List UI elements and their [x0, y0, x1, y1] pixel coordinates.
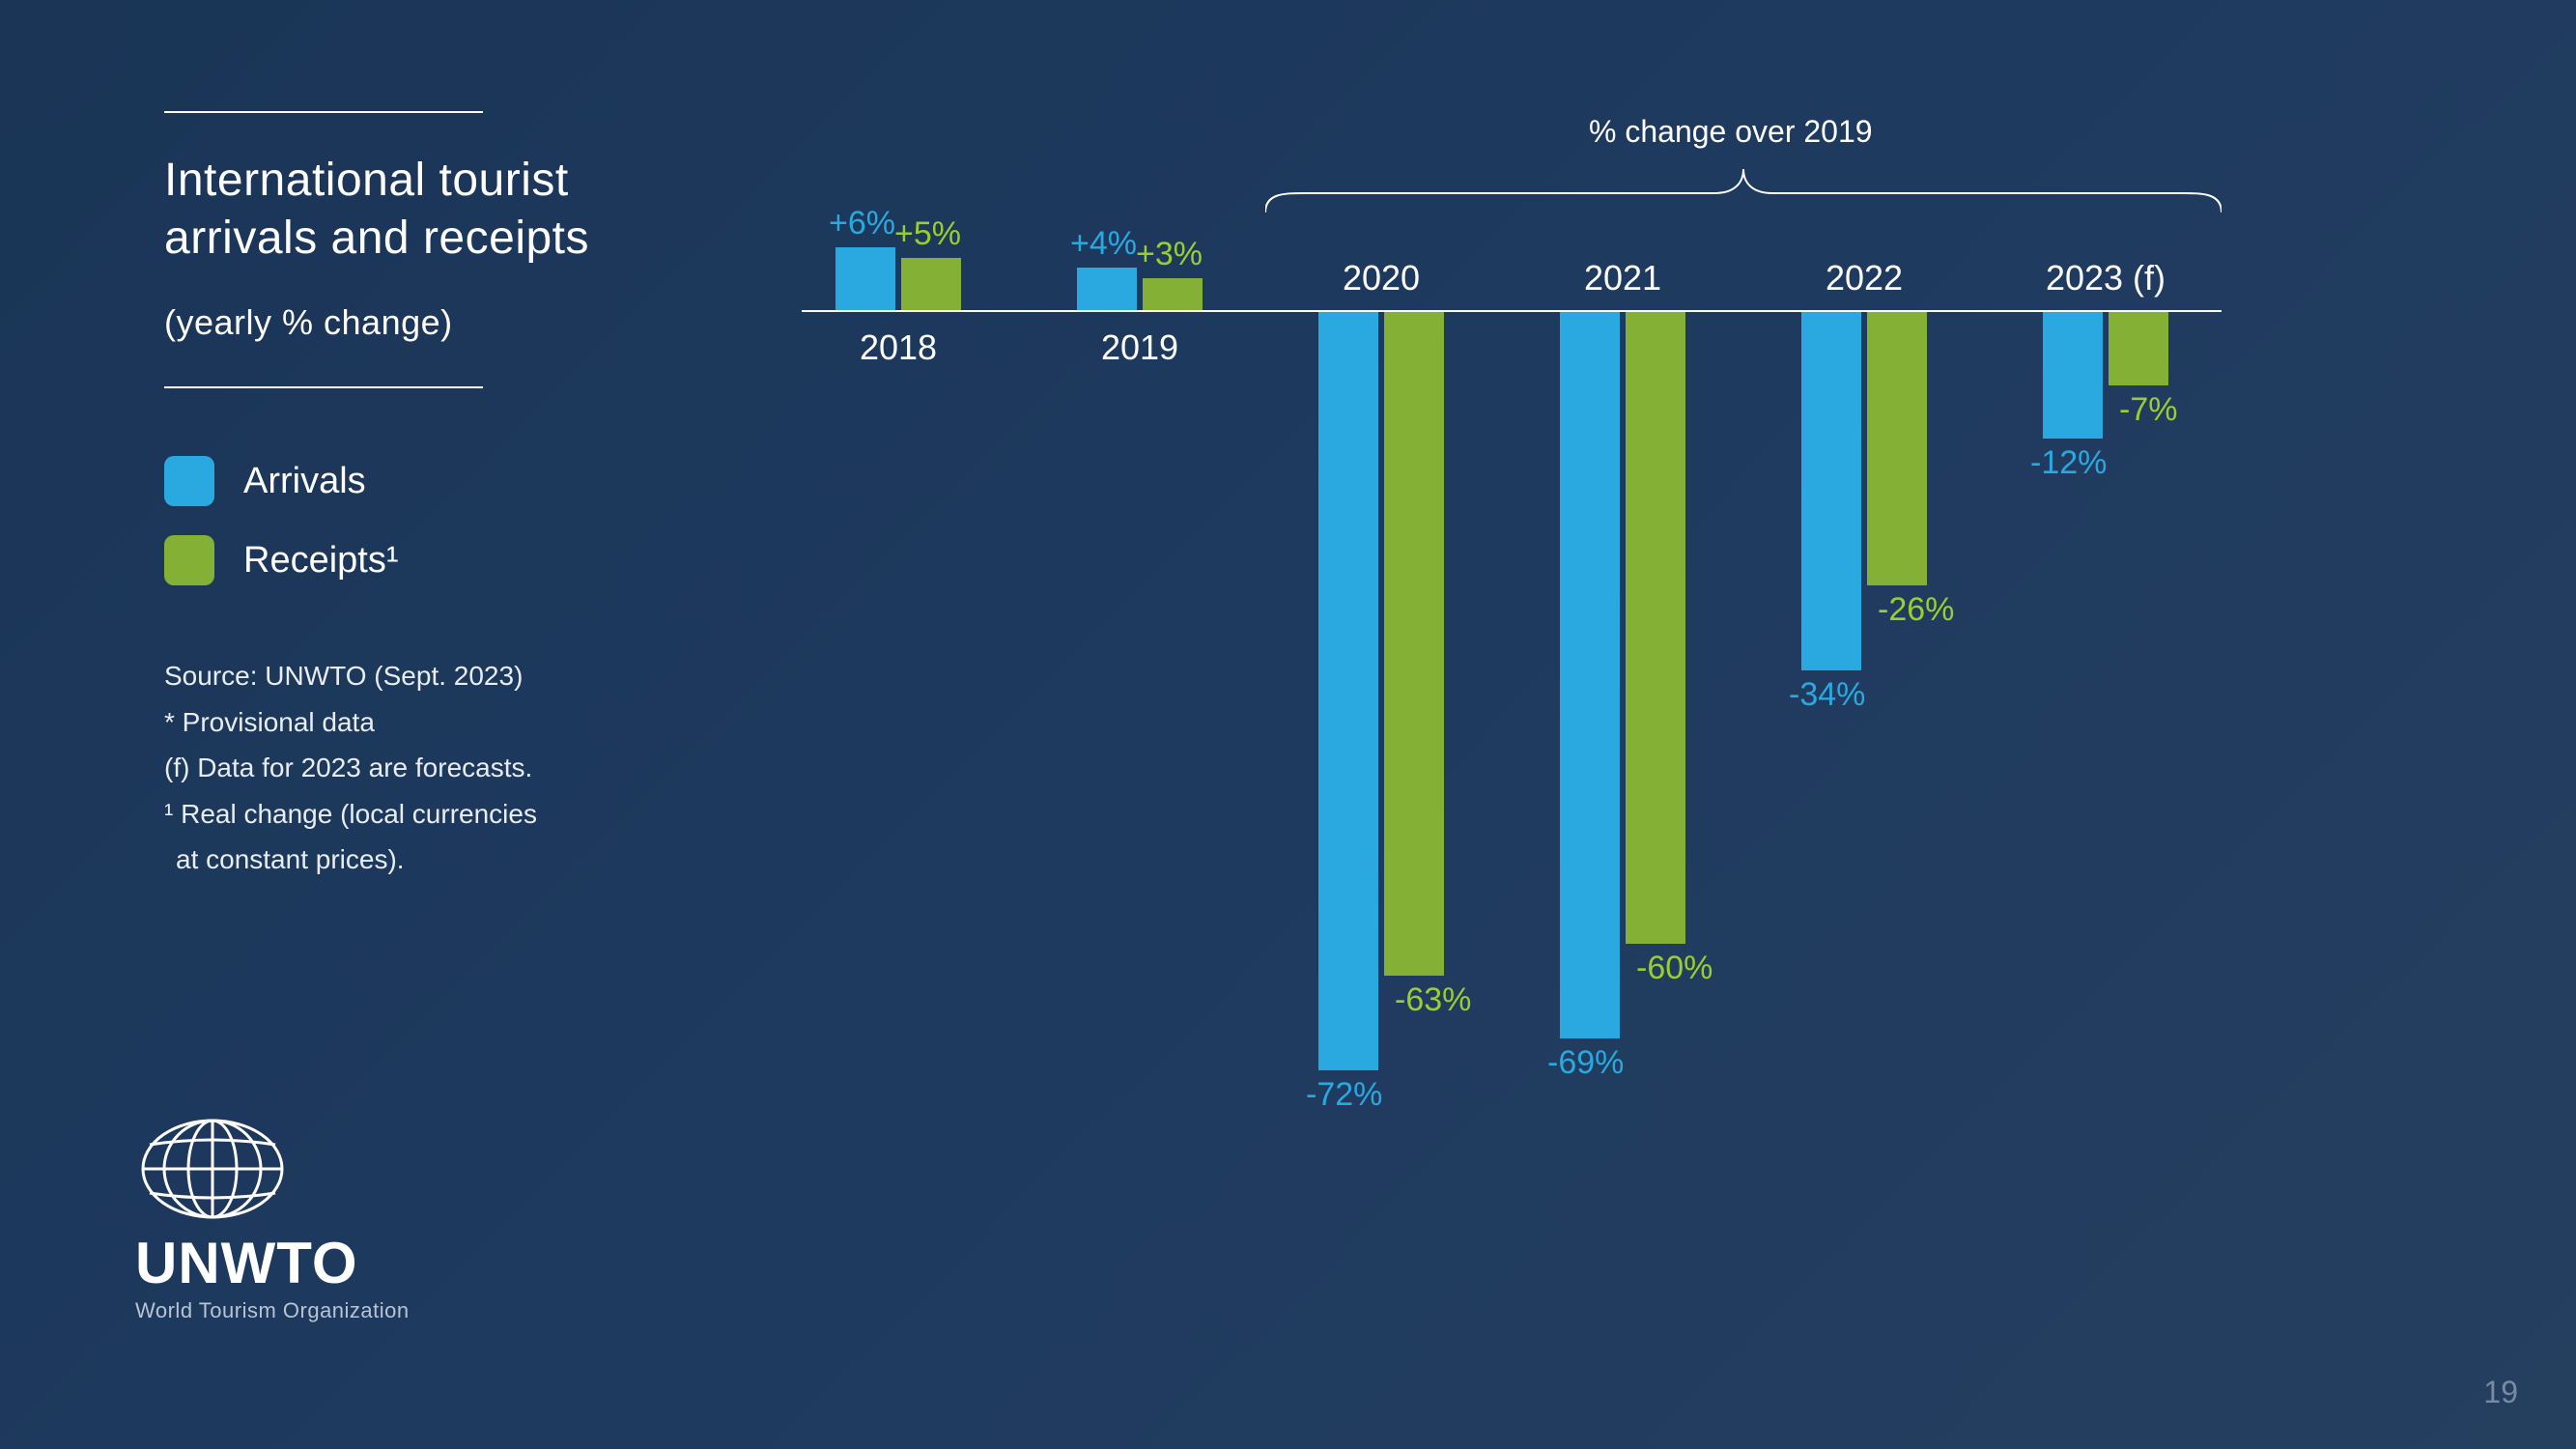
brace-icon — [1265, 164, 2222, 222]
bar-group: -72% -63% 2020 — [1285, 97, 1478, 1256]
source-block: Source: UNWTO (Sept. 2023) * Provisional… — [164, 653, 666, 883]
bar-label-receipts: +5% — [894, 215, 961, 253]
chart-subtitle: (yearly % change) — [164, 302, 666, 343]
title-rule-bottom — [164, 386, 483, 388]
bar-receipts — [1384, 312, 1444, 976]
bar-arrivals — [1801, 312, 1861, 670]
bar-group: -12% -7% 2023 (f) — [2009, 97, 2202, 1256]
bar-receipts — [2109, 312, 2168, 385]
legend-swatch-arrivals — [164, 456, 214, 506]
bar-label-receipts: -26% — [1878, 591, 1954, 629]
chart-title: International tourist arrivals and recei… — [164, 152, 666, 268]
year-label: 2023 (f) — [2009, 258, 2202, 298]
bar-label-arrivals: -69% — [1547, 1044, 1624, 1082]
year-label: 2020 — [1285, 258, 1478, 298]
bar-arrivals — [2043, 312, 2103, 439]
page-number: 19 — [2483, 1375, 2518, 1410]
legend-item-receipts: Receipts¹ — [164, 535, 666, 585]
bar-group: +6%+5% 2018 — [802, 97, 995, 1256]
year-label: 2022 — [1768, 258, 1961, 298]
bar-label-arrivals: +4% — [1070, 225, 1137, 263]
source-line-4: ¹ Real change (local currencies — [164, 791, 666, 838]
bar-label-arrivals: -12% — [2030, 444, 2107, 482]
year-label: 2021 — [1526, 258, 1719, 298]
bar-group: +4%+3% 2019 — [1043, 97, 1236, 1256]
legend-label-receipts: Receipts¹ — [243, 540, 399, 582]
bar-label-receipts: -60% — [1636, 950, 1713, 987]
bar-group: -34% -26% 2022 — [1768, 97, 1961, 1256]
legend-item-arrivals: Arrivals — [164, 456, 666, 506]
legend-label-arrivals: Arrivals — [243, 461, 366, 502]
unwto-logo: UNWTO World Tourism Organization — [135, 1116, 410, 1323]
bar-label-arrivals: -34% — [1789, 676, 1865, 714]
legend-swatch-receipts — [164, 535, 214, 585]
bar-arrivals — [1560, 312, 1620, 1038]
bar-label-receipts: -7% — [2119, 391, 2177, 429]
logo-text: UNWTO — [135, 1230, 410, 1296]
bar-receipts — [1626, 312, 1685, 944]
bar-group: -69% -60% 2021 — [1526, 97, 1719, 1256]
globe-icon — [135, 1116, 290, 1222]
bar-label-arrivals: -72% — [1306, 1076, 1382, 1114]
logo-subtext: World Tourism Organization — [135, 1298, 410, 1323]
year-label: 2018 — [802, 327, 995, 368]
source-line-1: Source: UNWTO (Sept. 2023) — [164, 653, 666, 699]
title-line-2: arrivals and receipts — [164, 213, 589, 264]
bar-arrivals — [1318, 312, 1378, 1070]
source-line-5: at constant prices). — [164, 837, 666, 883]
bar-label-arrivals: +6% — [829, 205, 895, 242]
title-rule-top — [164, 111, 483, 113]
bar-chart: +6%+5% 2018 +4%+3% 2019 -72% -63% 2020 -69% -60%… — [802, 97, 2222, 1256]
bar-label-receipts: +3% — [1136, 236, 1203, 273]
brace-note: % change over 2019 — [1589, 114, 1873, 150]
legend: Arrivals Receipts¹ — [164, 456, 666, 585]
bar-label-receipts: -63% — [1395, 981, 1471, 1019]
bar-receipts — [1867, 312, 1927, 585]
source-line-3: (f) Data for 2023 are forecasts. — [164, 745, 666, 791]
bar-arrivals — [1077, 268, 1137, 310]
left-panel: International tourist arrivals and recei… — [164, 111, 666, 883]
year-label: 2019 — [1043, 327, 1236, 368]
bar-arrivals — [835, 247, 895, 310]
bar-receipts — [901, 258, 961, 311]
bar-receipts — [1143, 278, 1203, 310]
source-line-2: * Provisional data — [164, 699, 666, 746]
title-line-1: International tourist — [164, 155, 569, 206]
